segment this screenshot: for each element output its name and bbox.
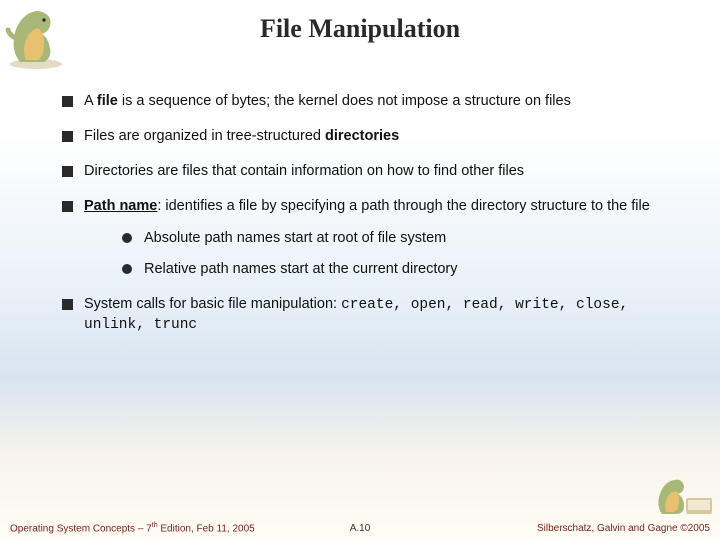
dinosaur-small-icon <box>654 472 716 518</box>
subbullet-absolute-path: Absolute path names start at root of fil… <box>122 229 680 248</box>
slide-title: File Manipulation <box>0 14 720 44</box>
bullet-directories: Files are organized in tree-structured d… <box>62 127 680 146</box>
bullet-directories-are-files: Directories are files that contain infor… <box>62 162 680 181</box>
bullet-file-definition: A file is a sequence of bytes; the kerne… <box>62 92 680 111</box>
footer-left: Operating System Concepts – 7th Edition,… <box>10 522 255 534</box>
slide-footer: Operating System Concepts – 7th Edition,… <box>0 516 720 534</box>
slide-body: A file is a sequence of bytes; the kerne… <box>62 92 680 351</box>
footer-page-number: A.10 <box>350 523 371 534</box>
subbullet-relative-path: Relative path names start at the current… <box>122 260 680 279</box>
bullet-system-calls: System calls for basic file manipulation… <box>62 295 680 335</box>
footer-copyright: Silberschatz, Galvin and Gagne ©2005 <box>537 523 710 534</box>
bullet-path-name: Path name: identifies a file by specifyi… <box>62 197 680 278</box>
